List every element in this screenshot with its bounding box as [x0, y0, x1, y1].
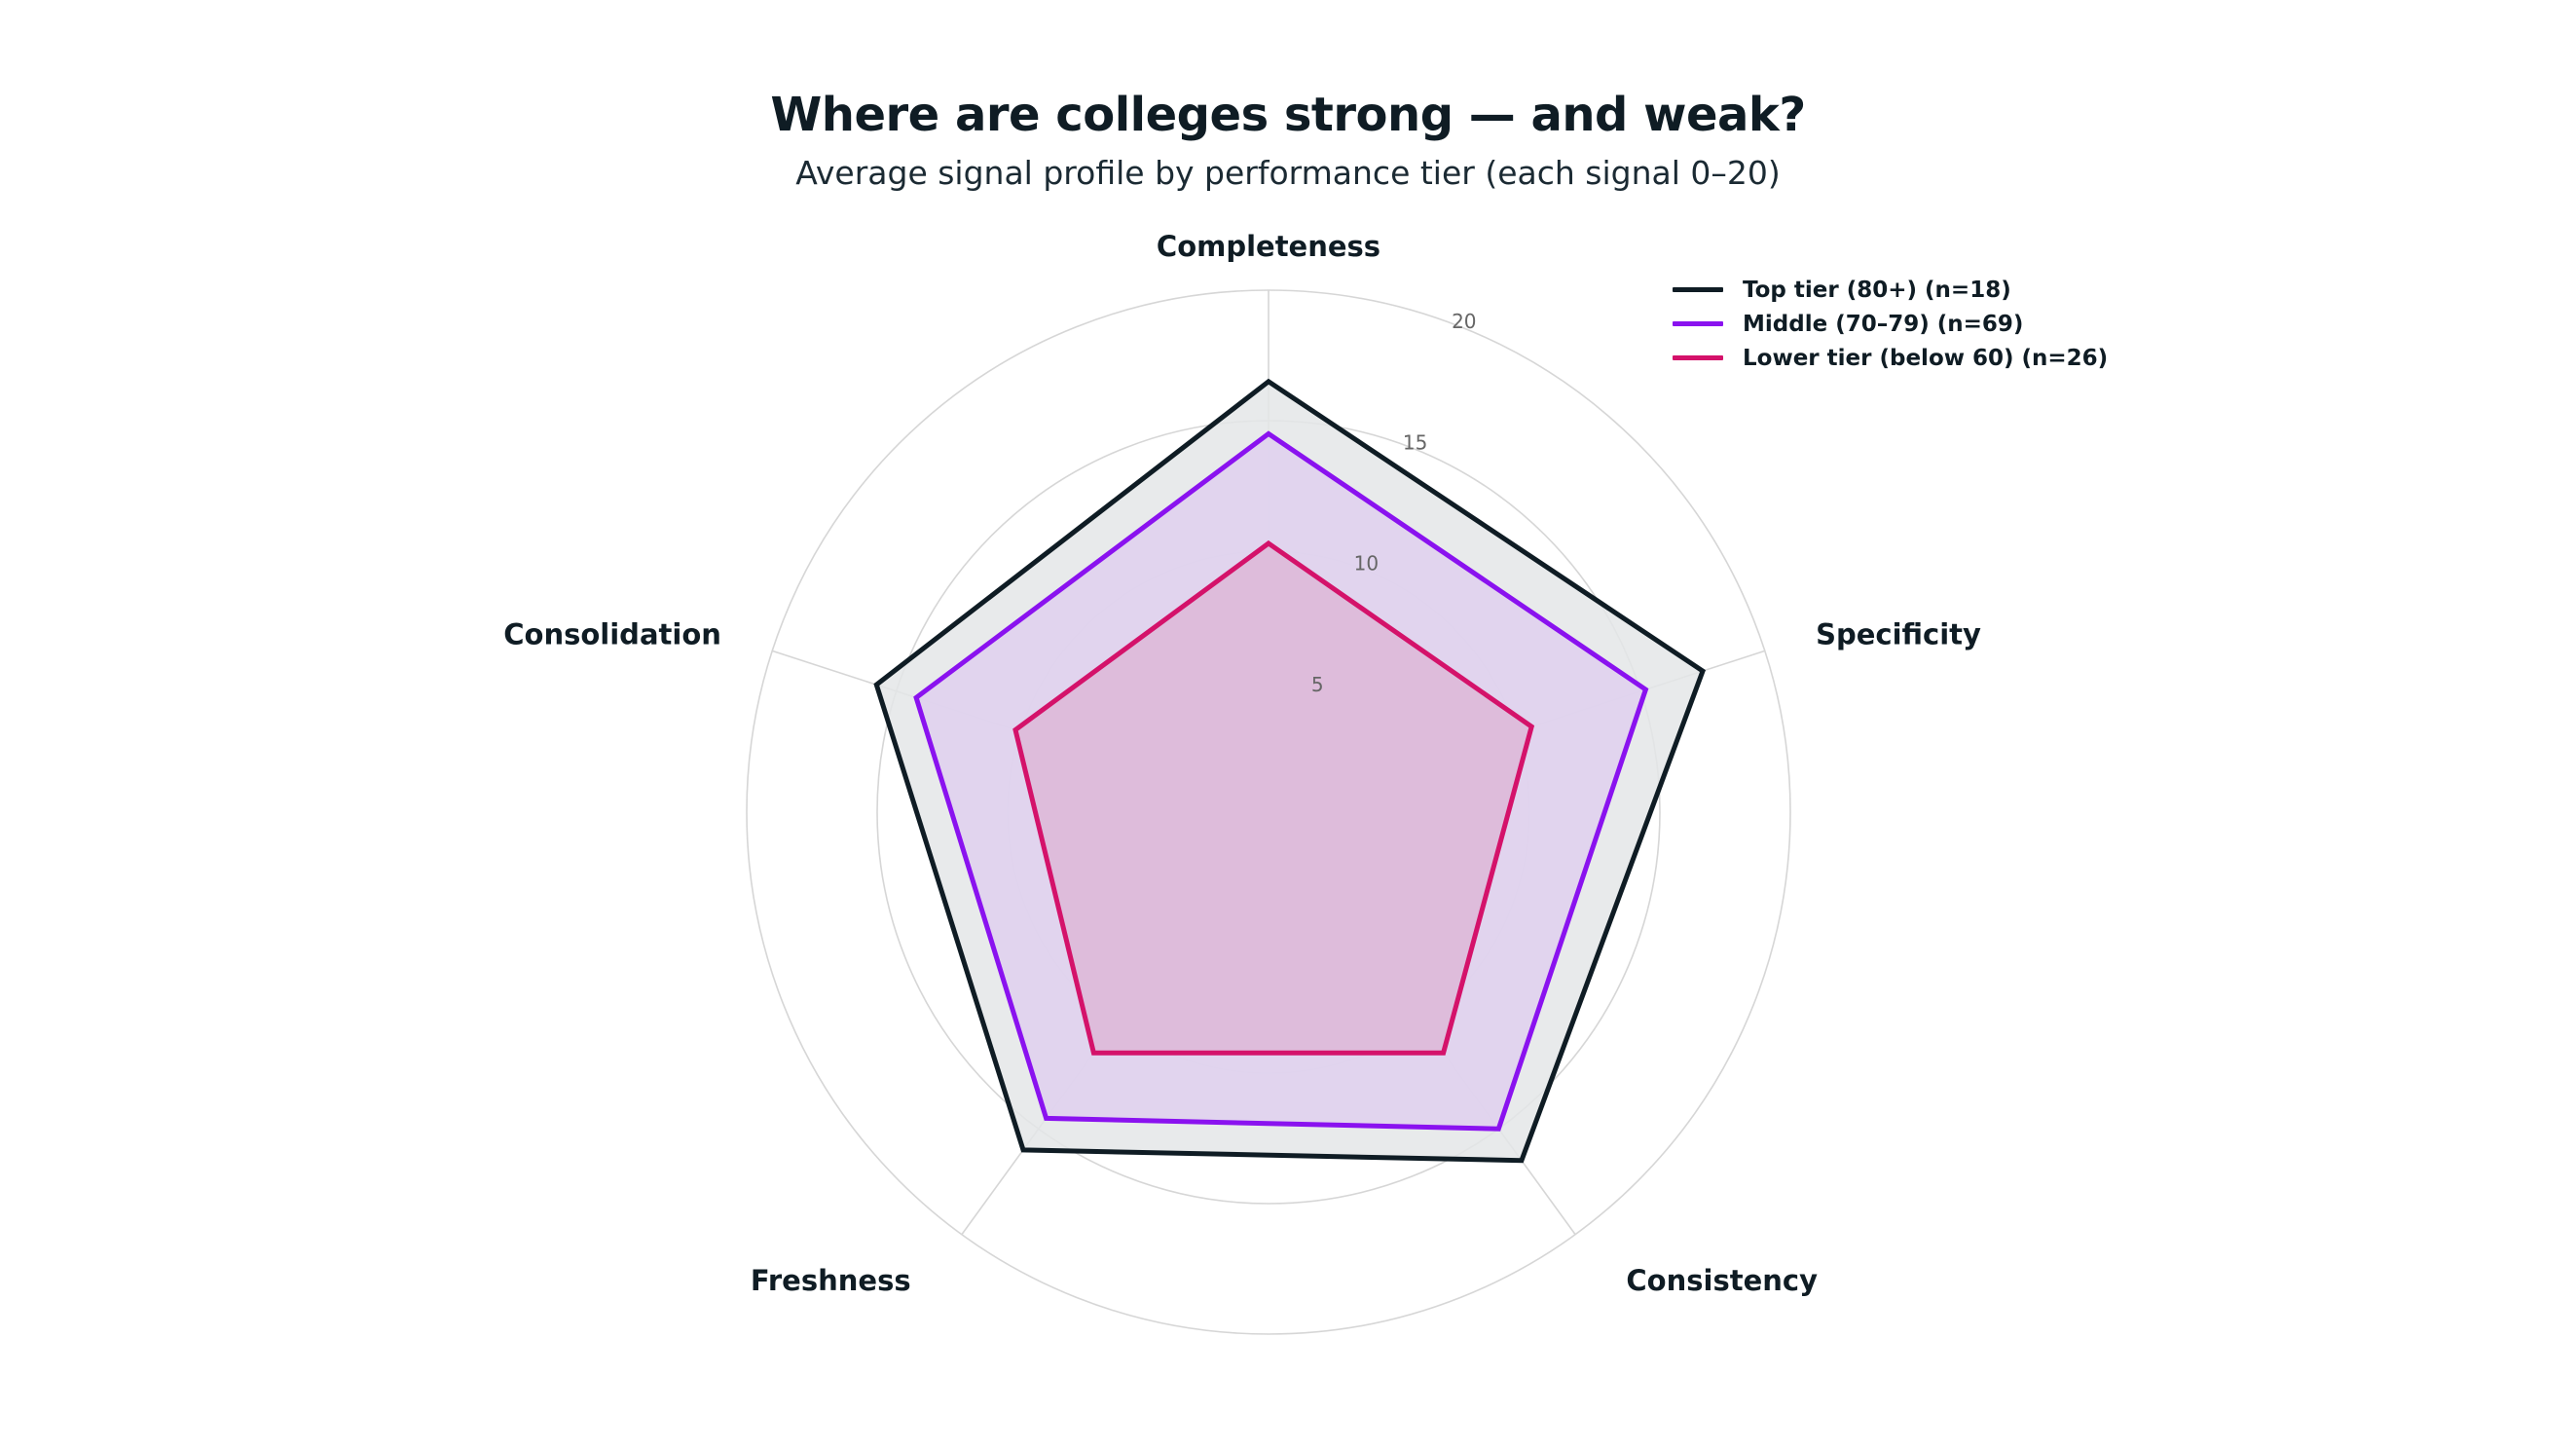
series-line: [1012, 539, 1535, 1056]
chart-title: Where are colleges strong — and weak?: [770, 88, 1806, 142]
radar-series: [873, 378, 1707, 1164]
legend-item-top-tier: Top tier (80+) (n=18): [1673, 273, 2108, 307]
legend-swatch: [1673, 321, 1723, 326]
series-area: [1015, 543, 1532, 1054]
legend-label: Lower tier (below 60) (n=26): [1743, 345, 2109, 371]
legend-label: Top tier (80+) (n=18): [1743, 277, 2011, 303]
tick-label: 10: [1354, 552, 1379, 576]
axis-label: Consistency: [1626, 1264, 1818, 1297]
radar-labels: 5 10 15 20 Completeness Specificity Consistenc…: [503, 230, 1981, 1297]
tick-label: 15: [1403, 430, 1427, 454]
axis-label: Specificity: [1816, 617, 1981, 650]
legend-label: Middle (70–79) (n=69): [1743, 311, 2024, 337]
axis-label: Completeness: [1157, 230, 1380, 263]
tick-label: 5: [1311, 673, 1324, 696]
series-line: [913, 430, 1649, 1132]
axis-label: Consolidation: [503, 617, 721, 650]
axis-label: Freshness: [751, 1264, 911, 1297]
chart-subtitle: Average signal profile by performance ti…: [795, 154, 1781, 192]
series-line: [873, 378, 1707, 1164]
tick-label: 20: [1452, 310, 1476, 333]
legend-item-middle: Middle (70–79) (n=69): [1673, 307, 2108, 341]
legend-swatch: [1673, 287, 1723, 292]
legend-item-lower-tier: Lower tier (below 60) (n=26): [1673, 341, 2108, 375]
chart-header: Where are colleges strong — and weak? Av…: [0, 88, 2576, 192]
legend-swatch: [1673, 355, 1723, 360]
legend: Top tier (80+) (n=18) Middle (70–79) (n=…: [1673, 273, 2108, 375]
